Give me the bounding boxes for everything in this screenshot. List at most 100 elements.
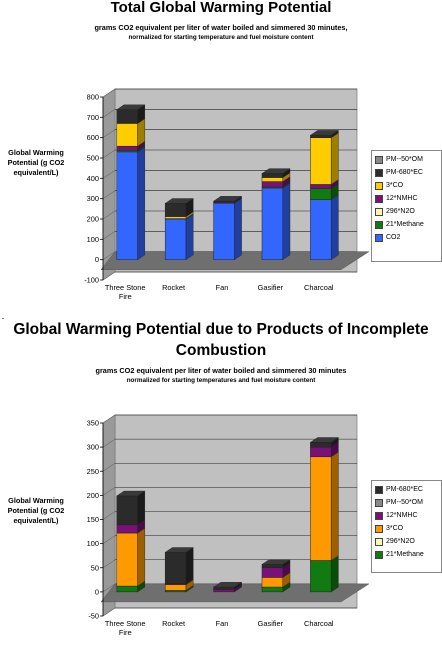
chart2-legend-label-21-methane: 21*Methane (386, 551, 424, 558)
chart2-legend-item-296-n2o: 296*N2O (375, 535, 441, 548)
chart1-legend-label-pm-680-ec: PM-680*EC (386, 169, 423, 176)
chart1-legend-swatch-21-methane (375, 220, 383, 229)
chart1-bar-top-gasifier (261, 168, 291, 174)
chart1-side-wall (102, 88, 116, 281)
chart1-legend-label-3-co: 3*CO (386, 182, 404, 189)
chart1-subtitle: grams CO2 equivalent per liter of water … (0, 23, 442, 42)
chart2-legend-label-296-n2o: 296*N2O (386, 538, 415, 545)
chart1-bar-gasifier-co2 (261, 187, 284, 260)
chart1-y-tick-label: 400 (87, 174, 99, 183)
chart1-bar-side-rocket-co2 (185, 213, 194, 261)
chart2-legend-item-pm-680-ec: PM-680*EC (375, 483, 441, 496)
chart2-bar-three-stone-fire-3-co (116, 532, 138, 587)
chart2-bar-side-charcoal-21-methane (331, 555, 339, 593)
chart1-gridline-side (102, 210, 116, 220)
chart2-legend-item-pm-50-om: PM--50*OM (375, 496, 441, 509)
chart2-gridline-side (102, 414, 116, 424)
chart1-y-tick-label: 700 (87, 113, 99, 122)
chart1-bar-side-three-stone-fire-co2 (137, 146, 146, 261)
chart1-bar-fan-co2 (213, 202, 235, 260)
chart1-legend-swatch-pm-680-ec (375, 168, 383, 177)
chart2-y-axis-label: Global Warming Potential (g CO2 equivale… (7, 496, 65, 525)
chart2-legend-label-12-nmhc: 12*NMHC (386, 512, 418, 519)
chart2-bar-top-three-stone-fire (116, 490, 146, 497)
chart2-gridline-side (102, 535, 116, 544)
chart2-legend-swatch-21-methane (375, 550, 383, 559)
chart2-subtitle-line2: normalized for starting temperatures and… (126, 377, 316, 384)
chart1-y-tick-label: -100 (84, 276, 99, 285)
chart2-bar-rocket-3-co (164, 584, 187, 591)
chart1-gridline-side (102, 170, 116, 179)
chart1-bar-three-stone-fire-co2 (116, 151, 138, 260)
chart1-subtitle-line2: normalized for starting temperature and … (128, 34, 314, 41)
chart1-legend-label-296-n2o: 296*N2O (386, 208, 415, 215)
chart2-x-label-fan: Fan (216, 619, 229, 628)
chart1-bar-gasifier-pm-680-ec (261, 173, 284, 178)
chart1-bar-charcoal-3-co (310, 137, 332, 185)
chart2-bar-gasifier-21-methane (261, 586, 284, 593)
chart2-y-tick-label: 300 (87, 443, 99, 452)
chart2-gridline-side (102, 607, 116, 617)
chart1-bar-side-gasifier-co2 (282, 182, 291, 261)
chart2-bar-side-rocket-pm-680-ec (185, 547, 194, 585)
chart2-bar-charcoal-pm-680-ec (310, 442, 332, 448)
chart1-bar-top-charcoal (309, 130, 340, 136)
chart1-bar-top-rocket (164, 198, 194, 204)
chart1-bar-three-stone-fire-pm-680-ec (116, 109, 138, 124)
chart2-legend-swatch-pm-50-om (375, 498, 383, 507)
chart2-bar-rocket-pm-680-ec (164, 552, 187, 584)
chart2-legend-item-3-co: 3*CO (375, 522, 441, 535)
chart1-gridline-side (102, 231, 116, 240)
chart1-bar-top-three-stone-fire (116, 104, 146, 110)
chart2-bar-three-stone-fire-pm-680-ec (116, 495, 138, 526)
chart2-bar-charcoal-3-co (310, 456, 332, 561)
chart1-legend-swatch-3-co (375, 181, 383, 190)
chart1-x-label-charcoal: Charcoal (304, 283, 334, 292)
chart1-legend-item-12-nmhc: 12*NMHC (375, 192, 441, 205)
chart1-legend-label-21-methane: 21*Methane (386, 221, 424, 228)
chart2-bar-top-fan (212, 582, 243, 588)
chart2-bar-gasifier-12-nmhc (261, 567, 284, 578)
chart2-bar-gasifier-3-co (261, 577, 284, 588)
chart2-x-label-three-stone-fire: Three Stone Fire (105, 619, 146, 637)
chart1-gridline-side (102, 149, 116, 159)
chart1-y-tick-label: 800 (87, 93, 99, 102)
chart1-gridline-side (102, 271, 116, 281)
chart2-y-tick-label: 150 (87, 515, 99, 524)
chart1-bar-rocket-co2 (164, 218, 187, 260)
chart2-legend-swatch-12-nmhc (375, 511, 383, 520)
chart2-x-label-charcoal: Charcoal (304, 619, 334, 628)
chart2-y-tick-label: -50 (88, 612, 99, 621)
chart2-legend-swatch-3-co (375, 524, 383, 533)
chart1-bar-charcoal-21-methane (310, 188, 332, 200)
chart1-y-tick-label: 0 (95, 255, 99, 264)
chart1-bar-three-stone-fire-3-co (116, 123, 138, 147)
chart2-gridline-side (102, 583, 116, 593)
chart1-legend-item-co2: CO2 (375, 231, 441, 244)
chart2-bar-charcoal-12-nmhc (310, 446, 332, 458)
chart2-gridline-side (102, 438, 116, 448)
chart1-bar-charcoal-pm-680-ec (310, 134, 332, 138)
chart2-title: Global Warming Potential due to Products… (13, 321, 429, 359)
chart1-bar-rocket-3-co (164, 216, 187, 219)
chart1-legend-swatch-pm-50-om (375, 155, 383, 164)
chart2-y-tick-label: 100 (87, 539, 99, 548)
chart1-bar-rocket-pm-680-ec (164, 203, 187, 217)
chart1-y-tick-label: 600 (87, 133, 99, 142)
chart2-x-label-gasifier: Gasifier (258, 619, 284, 628)
chart2-subtitle: grams CO2 equivalent per liter of water … (0, 366, 442, 385)
chart1-y-tick-label: 200 (87, 215, 99, 224)
chart1-legend-item-3-co: 3*CO (375, 179, 441, 192)
chart1-bar-charcoal-12-nmhc (310, 184, 332, 189)
chart1-gridline-side (102, 109, 116, 118)
chart1-legend-swatch-co2 (375, 233, 383, 242)
chart1-y-tick-label: 500 (87, 154, 99, 163)
chart1-legend: PM--50*OM PM-680*EC 3*CO 12*NMHC 296*N2O 21*M… (371, 150, 442, 262)
chart1-bar-top-fan (212, 196, 243, 202)
chart1-bar-side-charcoal-3-co (331, 132, 339, 185)
chart1-title: Total Global Warming Potential (110, 0, 332, 16)
chart1-bar-gasifier-3-co (261, 177, 284, 182)
chart2-bar-side-charcoal-3-co (331, 451, 339, 561)
chart2-bar-top-gasifier (261, 559, 291, 565)
chart2-legend: PM-680*EC PM--50*OM 12*NMHC 3*CO 296*N2O 21*M… (371, 480, 442, 573)
